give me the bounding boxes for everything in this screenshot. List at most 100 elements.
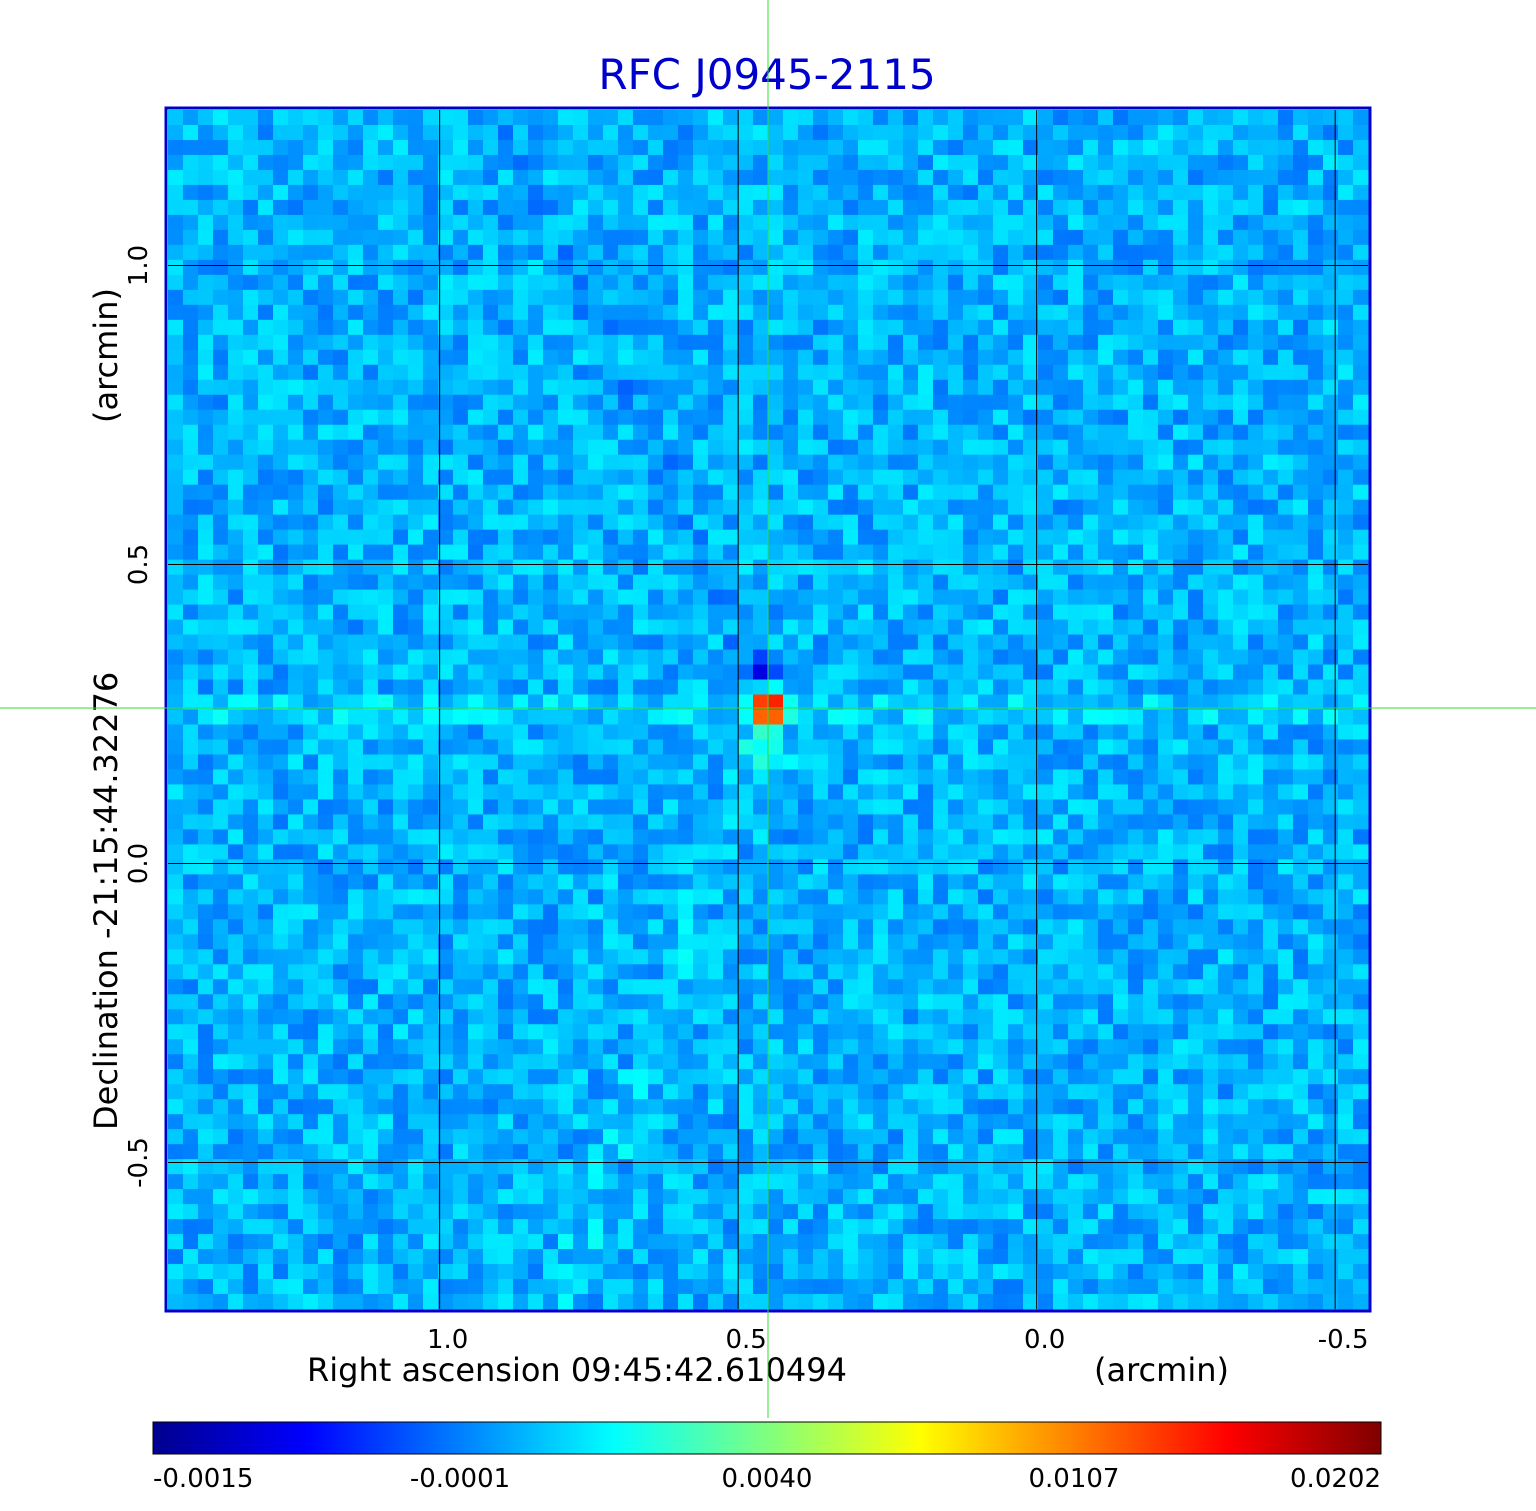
heatmap-cell: [978, 244, 994, 261]
heatmap-cell: [1218, 184, 1234, 201]
heatmap-cell: [1248, 814, 1264, 830]
heatmap-cell: [1248, 979, 1264, 995]
heatmap-cell: [768, 379, 784, 396]
heatmap-cell: [903, 379, 919, 396]
heatmap-cell: [963, 964, 979, 980]
heatmap-cell: [498, 889, 514, 905]
heatmap-cell: [693, 529, 709, 546]
heatmap-cell: [168, 394, 184, 411]
heatmap-cell: [1293, 859, 1309, 875]
heatmap-cell: [873, 184, 889, 201]
heatmap-cell: [738, 874, 754, 890]
heatmap-cell: [543, 499, 559, 516]
heatmap-cell: [888, 739, 904, 756]
heatmap-cell: [1113, 184, 1129, 201]
heatmap-cell: [528, 274, 544, 291]
heatmap-cell: [1308, 274, 1324, 291]
heatmap-cell: [273, 424, 289, 441]
heatmap-cell: [1218, 139, 1234, 156]
heatmap-cell: [1293, 499, 1309, 516]
heatmap-cell: [573, 979, 589, 995]
heatmap-cell: [858, 889, 874, 905]
heatmap-cell: [708, 709, 724, 726]
heatmap-cell: [843, 394, 859, 411]
heatmap-cell: [513, 664, 529, 681]
heatmap-cell: [1068, 709, 1084, 726]
heatmap-cell: [423, 619, 439, 636]
heatmap-cell: [528, 754, 544, 771]
heatmap-cell: [183, 634, 199, 651]
heatmap-cell: [1173, 589, 1189, 606]
heatmap-cell: [678, 274, 694, 291]
heatmap-cell: [813, 844, 829, 860]
heatmap-cell: [798, 904, 814, 920]
heatmap-cell: [543, 679, 559, 696]
heatmap-cell: [1113, 784, 1129, 801]
heatmap-cell: [1203, 574, 1219, 591]
heatmap-cell: [1293, 709, 1309, 726]
heatmap-cell: [1188, 439, 1204, 456]
heatmap-cell: [393, 199, 409, 216]
heatmap-cell: [483, 110, 499, 126]
heatmap-cell: [183, 964, 199, 980]
heatmap-cell: [903, 169, 919, 186]
heatmap-cell: [558, 364, 574, 381]
heatmap-cell: [483, 319, 499, 336]
heatmap-cell: [1233, 110, 1249, 126]
heatmap-cell: [513, 379, 529, 396]
heatmap-cell: [618, 829, 634, 845]
heatmap-cell: [633, 634, 649, 651]
heatmap-cell: [288, 110, 304, 126]
heatmap-cell: [708, 694, 724, 711]
heatmap-cell: [948, 199, 964, 216]
heatmap-cell: [423, 394, 439, 411]
heatmap-cell: [873, 499, 889, 516]
heatmap-cell: [1038, 649, 1054, 666]
heatmap-cell: [768, 469, 784, 486]
heatmap-cell: [573, 319, 589, 336]
heatmap-cell: [453, 694, 469, 711]
heatmap-cell: [963, 409, 979, 426]
heatmap-cell: [933, 994, 949, 1010]
heatmap-cell: [453, 154, 469, 171]
heatmap-cell: [708, 604, 724, 621]
heatmap-cell: [498, 394, 514, 411]
heatmap-cell: [588, 484, 604, 501]
heatmap-cell: [828, 319, 844, 336]
heatmap-cell: [1263, 904, 1279, 920]
heatmap-cell: [558, 409, 574, 426]
heatmap-cell: [258, 829, 274, 845]
heatmap-cell: [1008, 904, 1024, 920]
heatmap-cell: [303, 184, 319, 201]
heatmap-cell: [858, 319, 874, 336]
heatmap-cell: [903, 514, 919, 531]
heatmap-cell: [918, 1024, 934, 1040]
heatmap-cell: [228, 514, 244, 531]
heatmap-cell: [768, 304, 784, 321]
heatmap-cell: [243, 784, 259, 801]
heatmap-cell: [873, 739, 889, 756]
heatmap-cell: [618, 664, 634, 681]
heatmap-cell: [543, 439, 559, 456]
heatmap-cell: [183, 589, 199, 606]
heatmap-cell: [1068, 994, 1084, 1010]
heatmap-cell: [438, 544, 454, 561]
heatmap-cell: [1173, 574, 1189, 591]
heatmap-cell: [483, 889, 499, 905]
heatmap-cell: [1053, 349, 1069, 366]
heatmap-cell: [858, 110, 874, 126]
heatmap-cell: [543, 364, 559, 381]
heatmap-cell: [798, 274, 814, 291]
heatmap-cell: [1023, 199, 1039, 216]
heatmap-cell: [1143, 274, 1159, 291]
heatmap-cell: [528, 949, 544, 965]
heatmap-cell: [648, 589, 664, 606]
heatmap-cell: [1143, 169, 1159, 186]
heatmap-cell: [633, 1039, 649, 1055]
heatmap-cell: [663, 184, 679, 201]
heatmap-cell: [453, 814, 469, 830]
heatmap-cell: [498, 1024, 514, 1040]
heatmap-cell: [648, 724, 664, 741]
heatmap-cell: [798, 994, 814, 1010]
heatmap-cell: [783, 724, 799, 741]
